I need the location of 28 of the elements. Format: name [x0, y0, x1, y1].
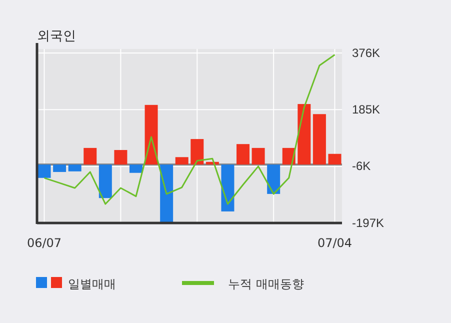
y-tick-label: -197K [352, 216, 384, 230]
y-tick-label: 376K [352, 46, 380, 60]
bar [175, 157, 188, 165]
bar [236, 144, 250, 165]
bar [267, 164, 280, 194]
bar [190, 139, 204, 165]
bar [98, 164, 112, 198]
bar [68, 164, 82, 172]
chart-title: 외국인 [37, 29, 76, 44]
legend-label: 일별매매 [68, 277, 116, 291]
y-tick-label: 185K [352, 102, 380, 117]
x-tick-label: 06/07 [26, 236, 62, 250]
bar [144, 104, 158, 165]
bar [328, 154, 342, 165]
bar [114, 150, 128, 165]
x-tick-label: 07/04 [317, 236, 352, 250]
bar [160, 164, 174, 223]
bar [221, 164, 234, 212]
y-tick-label: -6K [352, 159, 371, 174]
bar [84, 148, 97, 165]
bar [38, 164, 51, 178]
bar [53, 164, 66, 172]
legend-label: 누적 매매동향 [228, 277, 304, 291]
bar [312, 114, 326, 165]
bar [298, 104, 311, 165]
bar [252, 148, 265, 165]
bar [129, 164, 142, 173]
line-series [44, 54, 336, 205]
